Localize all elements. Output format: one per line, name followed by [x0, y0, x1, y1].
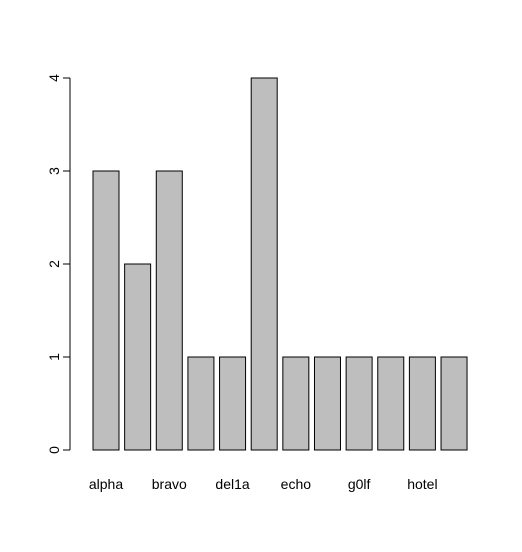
- bar: [187, 356, 215, 451]
- bar: [408, 356, 436, 451]
- x-tick-label: g0lf: [348, 476, 371, 492]
- y-tick-label: 1: [46, 353, 62, 361]
- x-tick-label: del1a: [215, 476, 249, 492]
- bar: [313, 356, 341, 451]
- x-tick-label: bravo: [152, 476, 187, 492]
- bar: [92, 170, 120, 451]
- x-tick-label: echo: [281, 476, 312, 492]
- y-axis: 0 1 2 3 4: [46, 74, 71, 454]
- y-tick-label: 4: [46, 74, 62, 82]
- y-tick-label: 3: [46, 167, 62, 175]
- x-axis-labels: alpha bravo del1a echo g0lf hotel: [89, 476, 438, 492]
- y-tick-label: 2: [46, 260, 62, 268]
- bar: [124, 263, 152, 451]
- x-tick-label: alpha: [89, 476, 123, 492]
- x-tick-label: hotel: [407, 476, 437, 492]
- bar: [155, 170, 183, 451]
- bars: [92, 77, 468, 451]
- bar: [250, 77, 278, 451]
- bar: [377, 356, 405, 451]
- bar: [345, 356, 373, 451]
- bar: [219, 356, 247, 451]
- bar: [440, 356, 468, 451]
- y-tick-label: 0: [46, 446, 62, 454]
- bar: [282, 356, 310, 451]
